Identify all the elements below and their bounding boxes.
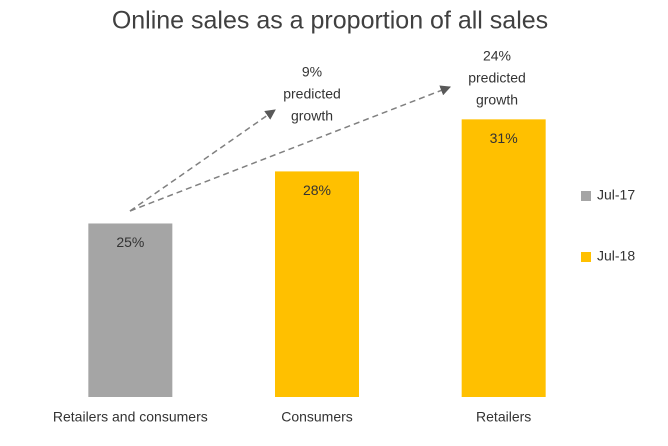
annotation: predicted — [283, 86, 341, 102]
bar — [461, 119, 546, 398]
x-tick-label: Retailers and consumers — [53, 409, 208, 425]
value-label: 31% — [490, 130, 518, 146]
bar — [275, 171, 359, 397]
annotation: 9% — [302, 64, 322, 80]
annotation: growth — [291, 108, 333, 124]
x-tick-label: Retailers — [476, 409, 531, 425]
value-label: 28% — [303, 182, 331, 198]
annotation: 24% — [483, 48, 511, 64]
annotation: predicted — [468, 70, 526, 86]
arrow — [129, 85, 451, 212]
legend-label: Jul-17 — [597, 187, 635, 203]
bar — [88, 223, 173, 397]
annotation: growth — [476, 92, 518, 108]
arrow — [129, 109, 276, 212]
chart-title: Online sales as a proportion of all sale… — [112, 7, 548, 35]
x-tick-label: Consumers — [281, 409, 353, 425]
legend-swatch — [581, 252, 591, 262]
legend-label: Jul-18 — [597, 248, 635, 264]
legend-swatch — [581, 191, 591, 201]
value-label: 25% — [116, 234, 144, 250]
